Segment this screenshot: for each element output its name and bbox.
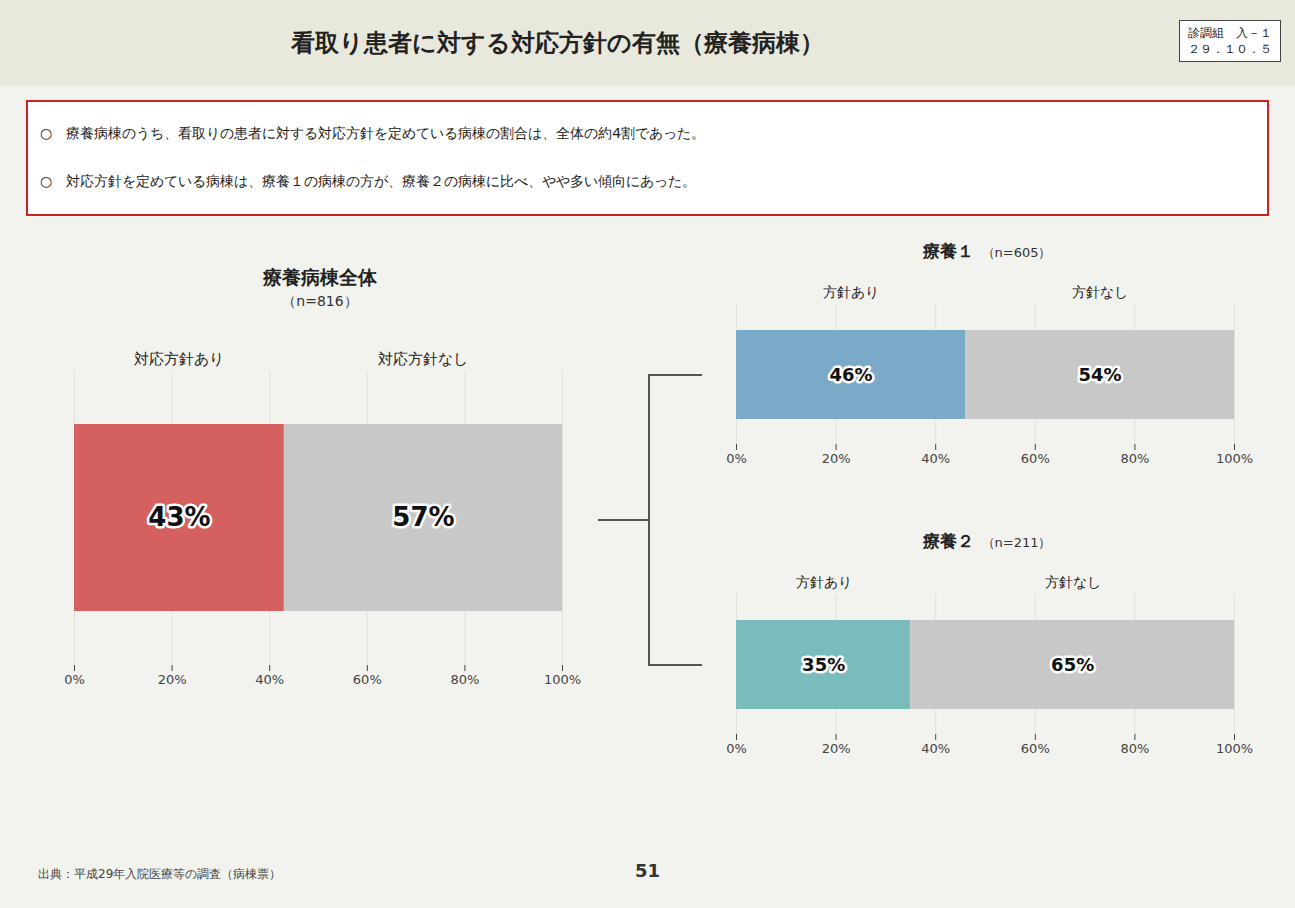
svg-text:方針なし: 方針なし — [1072, 284, 1128, 300]
html-text:（n=816）: （n=816） — [282, 293, 358, 309]
svg-text:43%: 43% — [148, 502, 210, 532]
svg-text:65%: 65% — [1051, 654, 1094, 675]
html-text:看取り患者に対する対応方針の有無（療養病棟）: 看取り患者に対する対応方針の有無（療養病棟） — [290, 29, 824, 57]
svg-text:対応方針あり: 対応方針あり — [134, 350, 224, 368]
html-text:○ 対応方針を定めている病棟は、療養１の病棟の方が、療養２の: ○ 対応方針を定めている病棟は、療養１の病棟の方が、療養２の病棟に比べ、やや多い… — [40, 173, 697, 189]
html-text:２９．１０．５: ２９．１０．５ — [1188, 42, 1272, 57]
svg-text:54%: 54% — [1078, 364, 1121, 385]
svg-text:0%: 0% — [726, 741, 747, 756]
svg-text:57%: 57% — [392, 502, 454, 532]
html-text:療養病棟全体: 療養病棟全体 — [263, 266, 377, 288]
svg-text:100%: 100% — [1216, 451, 1253, 466]
svg-text:20%: 20% — [822, 451, 851, 466]
svg-text:46%: 46% — [829, 364, 872, 385]
svg-text:80%: 80% — [450, 672, 479, 687]
svg-text:方針あり: 方針あり — [823, 284, 879, 300]
svg-text:60%: 60% — [1021, 741, 1050, 756]
svg-text:100%: 100% — [1216, 741, 1253, 756]
svg-text:20%: 20% — [822, 741, 851, 756]
html-text:（n=605）: （n=605） — [981, 245, 1052, 260]
html-text:出典：平成29年入院医療等の調査（病棟票）: 出典：平成29年入院医療等の調査（病棟票） — [38, 867, 282, 881]
svg-text:0%: 0% — [726, 451, 747, 466]
svg-text:対応方針なし: 対応方針なし — [378, 350, 468, 368]
svg-text:方針あり: 方針あり — [796, 574, 852, 590]
html-text:○ 療養病棟のうち、看取りの患者に対する対応方針を定めている: ○ 療養病棟のうち、看取りの患者に対する対応方針を定めている病棟の割合は、全体の… — [40, 125, 706, 141]
svg-text:100%: 100% — [544, 672, 581, 687]
svg-text:80%: 80% — [1120, 741, 1149, 756]
svg-text:40%: 40% — [255, 672, 284, 687]
svg-text:60%: 60% — [353, 672, 382, 687]
svg-text:60%: 60% — [1021, 451, 1050, 466]
svg-text:40%: 40% — [921, 741, 950, 756]
svg-text:方針なし: 方針なし — [1045, 574, 1101, 590]
svg-text:35%: 35% — [802, 654, 845, 675]
html-text:51: 51 — [635, 860, 660, 881]
svg-text:40%: 40% — [921, 451, 950, 466]
svg-text:80%: 80% — [1120, 451, 1149, 466]
html-text:療養１: 療養１ — [922, 241, 974, 261]
html-text:診調組 入－１: 診調組 入－１ — [1188, 26, 1272, 40]
svg-text:0%: 0% — [64, 672, 85, 687]
svg-text:20%: 20% — [158, 672, 187, 687]
html-text:療養２: 療養２ — [922, 531, 974, 551]
html-text:（n=211）: （n=211） — [981, 535, 1052, 550]
